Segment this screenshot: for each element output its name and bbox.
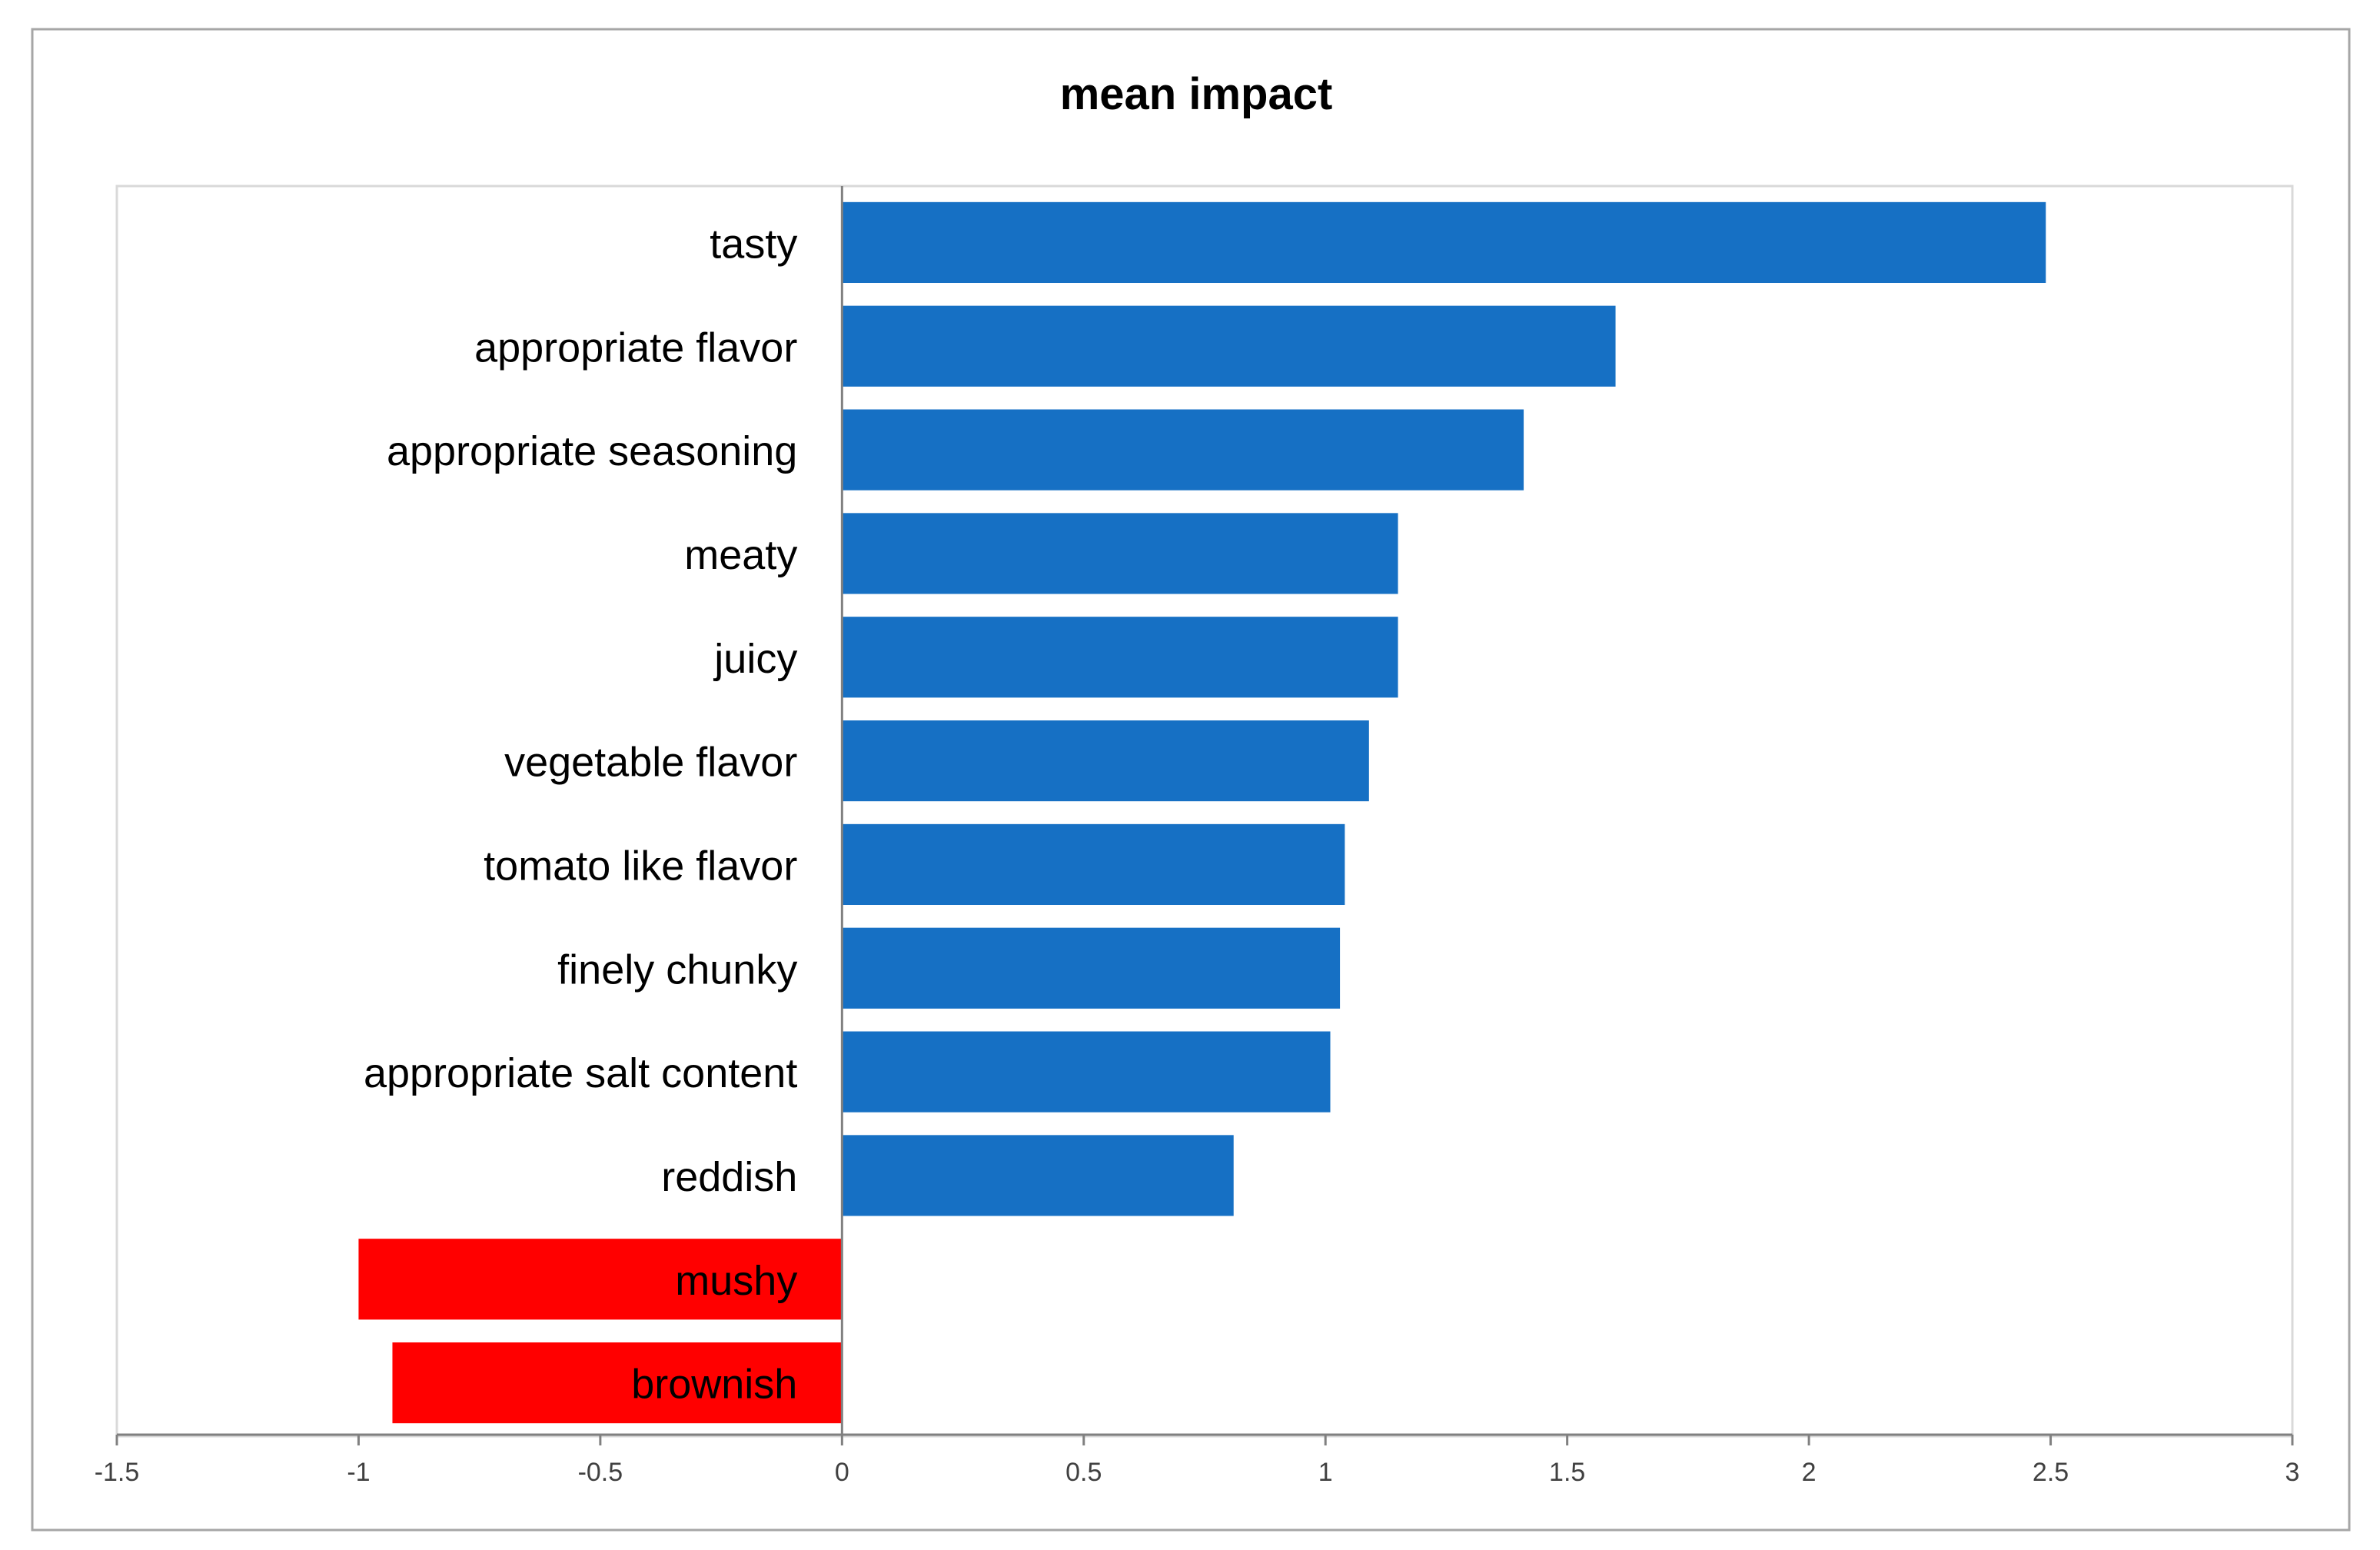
bar-tasty <box>842 201 2046 284</box>
category-label-mushy: mushy <box>675 1258 797 1304</box>
category-label-meaty: meaty <box>684 532 797 578</box>
x-tick-label: 2 <box>1802 1458 1817 1487</box>
x-tick-label: -0.5 <box>578 1458 623 1487</box>
x-tick-label: 1 <box>1318 1458 1333 1487</box>
category-label-tasty: tasty <box>710 221 797 267</box>
category-label-juicy: juicy <box>713 636 797 682</box>
bar-finely-chunky <box>842 927 1341 1009</box>
category-label-reddish: reddish <box>661 1154 797 1200</box>
bar-appropriate-flavor <box>842 305 1616 387</box>
x-tick-label: -1 <box>347 1458 370 1487</box>
x-tick-label: 0 <box>835 1458 849 1487</box>
bar-mushy <box>358 1239 843 1320</box>
category-labels: tasty appropriate flavor appropriate seaso… <box>364 221 797 1407</box>
category-label-appropriate-flavor: appropriate flavor <box>474 324 797 371</box>
category-label-appropriate-salt-content: appropriate salt content <box>364 1050 797 1096</box>
bar-appropriate-salt-content <box>842 1031 1331 1113</box>
x-tick-label: -1.5 <box>95 1458 140 1487</box>
bar-brownish <box>392 1342 843 1424</box>
x-tick-label: 0.5 <box>1065 1458 1102 1487</box>
chart-outer-frame <box>31 28 2351 1532</box>
plot-area-frame <box>115 185 2294 1438</box>
category-label-finely-chunky: finely chunky <box>557 946 797 993</box>
x-tick-label: 1.5 <box>1549 1458 1585 1487</box>
x-tick-label: 3 <box>2285 1458 2300 1487</box>
category-label-vegetable-flavor: vegetable flavor <box>504 740 797 786</box>
bar-juicy <box>842 617 1398 698</box>
category-label-brownish: brownish <box>631 1362 797 1408</box>
bar-reddish <box>842 1135 1234 1216</box>
bar-appropriate-seasoning <box>842 409 1524 491</box>
bar-tomato-like-flavor <box>842 823 1345 906</box>
x-axis: -1.5 -1 -0.5 0 0.5 1 1.5 2 2.5 3 <box>95 186 2300 1487</box>
category-label-tomato-like-flavor: tomato like flavor <box>484 843 797 889</box>
bar-meaty <box>842 513 1398 594</box>
bars-layer <box>358 201 2046 1424</box>
bar-vegetable-flavor <box>842 720 1369 802</box>
chart-title: mean impact <box>1060 69 1333 119</box>
category-label-appropriate-seasoning: appropriate seasoning <box>387 428 797 474</box>
x-tick-label: 2.5 <box>2033 1458 2069 1487</box>
